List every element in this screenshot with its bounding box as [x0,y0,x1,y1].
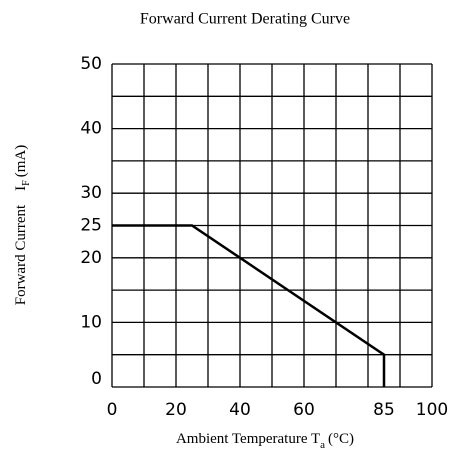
y-tick-label: 40 [80,119,102,139]
y-label-symbol: I [13,186,29,191]
y-tick-label: 25 [80,216,102,236]
y-tick-label: 20 [80,248,102,268]
x-tick-label: 85 [373,400,395,420]
x-label-unit: (°C) [328,431,354,447]
y-tick-label: 30 [80,183,102,203]
x-tick-label: 0 [107,400,118,420]
x-tick-label: 40 [229,400,251,420]
x-label: Ambient Temperature T [176,431,320,447]
y-tick-label: 0 [91,369,102,389]
y-axis-label: Forward Current IF (mA) [13,145,32,305]
chart-title: Forward Current Derating Curve [140,11,350,28]
y-tick-label: 50 [80,54,102,74]
curve [112,224,386,387]
y-label-subscript: F [21,180,32,186]
x-tick-label: 20 [165,400,187,420]
y-label: Forward Current [13,204,29,305]
y-label-group: Forward Current IF (mA) [13,145,32,305]
x-tick-label: 100 [416,400,448,420]
x-label-subscript: a [320,439,325,451]
y-label-unit: (mA) [13,145,29,178]
x-label-group: Ambient Temperature Ta (°C) [176,431,354,450]
y-tick-label: 10 [80,312,102,332]
x-tick-label: 60 [293,400,315,420]
